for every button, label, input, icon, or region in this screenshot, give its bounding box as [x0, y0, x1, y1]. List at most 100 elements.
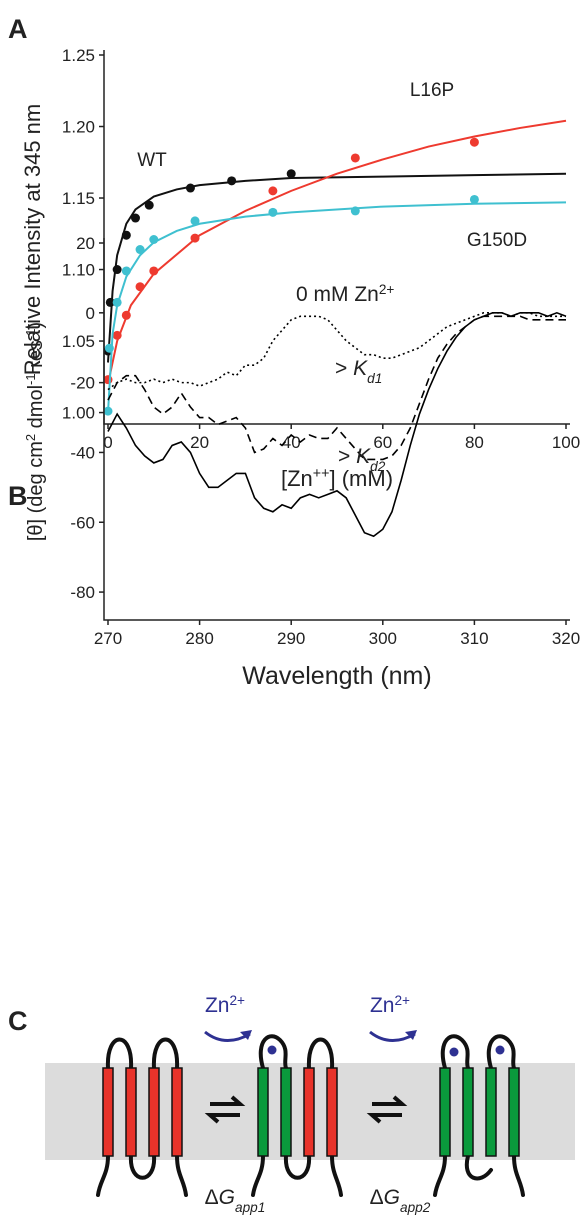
- y-tick-label: -20: [70, 374, 95, 393]
- x-tick-label: 300: [369, 629, 397, 648]
- text-part: [Zn: [281, 466, 313, 491]
- data-point: [112, 265, 122, 275]
- data-point: [112, 330, 122, 340]
- text-part: Zn: [205, 994, 230, 1017]
- helix: [326, 1067, 338, 1157]
- data-point: [135, 282, 145, 292]
- data-point: [135, 245, 145, 255]
- helix: [280, 1067, 292, 1157]
- series-label: WT: [137, 150, 167, 171]
- text-part: d2: [370, 459, 386, 474]
- annotation: 0 mM Zn2+: [296, 282, 394, 307]
- data-point: [286, 169, 296, 179]
- axis-line: [103, 238, 570, 621]
- helix: [171, 1067, 183, 1157]
- fit-line: [107, 119, 567, 385]
- y-tick-label: -60: [70, 513, 95, 532]
- zinc-ion: [449, 1047, 459, 1057]
- equilibrium-arrow: [366, 1095, 408, 1124]
- x-tick-label: 20: [190, 433, 209, 452]
- text-part: app1: [235, 1200, 265, 1215]
- helix: [508, 1067, 520, 1157]
- y-tick-label: 1.10: [62, 261, 95, 280]
- data-point: [190, 233, 200, 243]
- x-tick-label: 80: [465, 433, 484, 452]
- text-part: dmol: [25, 385, 47, 434]
- data-point: [149, 235, 159, 244]
- data-point: [190, 216, 200, 226]
- helix: [125, 1067, 137, 1157]
- data-point: [469, 137, 479, 147]
- zinc-label: Zn2+: [370, 993, 410, 1018]
- panel-label: C: [8, 1006, 28, 1036]
- helix: [102, 1067, 114, 1157]
- x-tick-label: 40: [282, 433, 301, 452]
- text-part: 2: [23, 434, 38, 441]
- y-tick-label: 1.15: [62, 189, 95, 208]
- text-part: 2+: [229, 993, 245, 1008]
- data-point: [121, 266, 131, 276]
- text-part: 2+: [379, 282, 395, 297]
- y-axis-label: [θ] (deg cm2 dmol-1 res-1): [23, 322, 48, 541]
- annotation: > Kd2: [338, 445, 386, 474]
- text-part: res: [25, 340, 47, 373]
- y-tick-label: 20: [76, 234, 95, 253]
- data-point: [103, 375, 113, 385]
- data-point: [121, 230, 131, 240]
- y-tick-label: -80: [70, 583, 95, 602]
- x-axis-label: [Zn++] (mM): [281, 466, 393, 491]
- text-part: -1: [23, 373, 38, 385]
- helix: [439, 1067, 451, 1157]
- data-point: [185, 183, 195, 193]
- text-part: G: [384, 1186, 400, 1209]
- y-tick-label: 0: [86, 304, 95, 323]
- data-point: [130, 213, 140, 223]
- helix: [462, 1067, 474, 1157]
- text-part: 0 mM Zn: [296, 283, 379, 306]
- data-point: [112, 297, 122, 307]
- text-part: ] (mM): [329, 466, 393, 491]
- data-point: [105, 297, 115, 307]
- helix: [485, 1067, 497, 1157]
- text-part: >: [335, 357, 353, 380]
- data-point: [103, 406, 113, 416]
- text-part: app2: [400, 1200, 431, 1215]
- helix: [148, 1067, 160, 1157]
- free-energy-label: ΔGapp1: [205, 1186, 266, 1215]
- x-tick-label: 280: [185, 629, 213, 648]
- binding-arrow-head: [405, 1030, 417, 1040]
- y-tick-label: -40: [70, 443, 95, 462]
- series-label: G150D: [467, 230, 527, 251]
- y-tick-label: 1.20: [62, 118, 95, 137]
- data-point: [149, 266, 159, 276]
- x-tick-label: 320: [552, 629, 580, 648]
- text-part: K: [356, 445, 371, 468]
- data-point: [104, 343, 114, 353]
- data-point: [268, 207, 278, 217]
- zinc-label: Zn2+: [205, 993, 245, 1018]
- text-part: ): [25, 322, 47, 329]
- fit-line: [107, 172, 567, 363]
- y-tick-label: 1.25: [62, 46, 95, 65]
- y-tick-label: 1.05: [62, 332, 95, 351]
- text-part: >: [338, 445, 356, 468]
- zinc-ion: [267, 1045, 277, 1055]
- text-part: [θ] (deg cm: [25, 441, 47, 541]
- data-point: [469, 194, 479, 204]
- zinc-ion: [495, 1045, 505, 1055]
- annotation: > Kd1: [335, 357, 382, 386]
- data-point: [350, 206, 360, 216]
- loops: [433, 1034, 525, 1197]
- panel-label: A: [8, 14, 28, 44]
- text-part: Δ: [370, 1186, 384, 1209]
- data-point: [350, 153, 360, 163]
- panel-label: B: [8, 481, 28, 511]
- x-tick-label: 0: [103, 433, 112, 452]
- binding-arrow-head: [240, 1030, 252, 1040]
- free-energy-label: ΔGapp2: [370, 1186, 431, 1215]
- x-tick-label: 290: [277, 629, 305, 648]
- x-tick-label: 100: [552, 433, 580, 452]
- data-point: [144, 200, 154, 210]
- text-part: 2+: [394, 993, 410, 1008]
